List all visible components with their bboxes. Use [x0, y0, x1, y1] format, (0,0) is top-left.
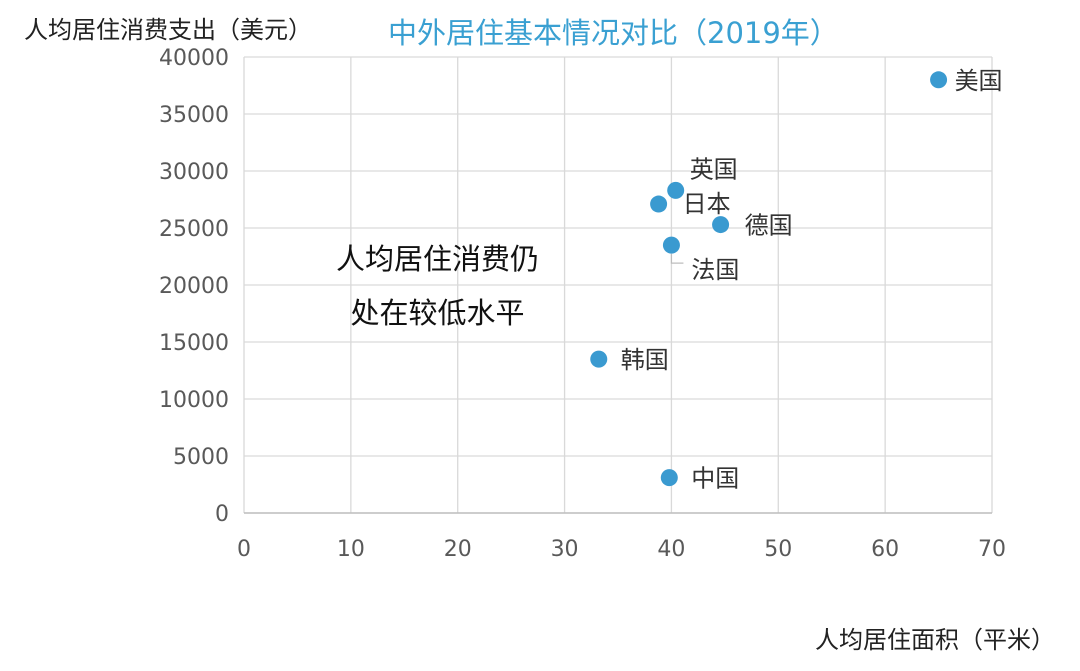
- x-tick-label: 20: [444, 537, 472, 562]
- y-tick-label: 0: [215, 502, 229, 527]
- annotation: 人均居住消费仍 处在较低水平: [300, 232, 575, 340]
- y-tick-label: 15000: [159, 331, 229, 356]
- chart-title: 中外居住基本情况对比（2019年）: [388, 16, 839, 50]
- y-tick-label: 35000: [159, 103, 229, 128]
- data-point: [590, 350, 608, 368]
- data-point: [712, 216, 730, 234]
- x-tick-label: 70: [978, 537, 1006, 562]
- x-tick-label: 0: [237, 537, 251, 562]
- y-tick-label: 5000: [173, 445, 229, 470]
- label-leader-line: [670, 254, 684, 264]
- x-axis-title: 人均居住面积（平米）: [815, 626, 1055, 654]
- point-label: 美国: [955, 67, 1003, 95]
- point-label: 中国: [691, 465, 739, 493]
- x-tick-label: 50: [764, 537, 792, 562]
- point-label: 法国: [691, 256, 739, 284]
- data-point: [930, 71, 948, 89]
- x-tick-label: 10: [337, 537, 365, 562]
- x-tick-label: 40: [657, 537, 685, 562]
- data-point: [660, 469, 678, 487]
- point-label: 英国: [690, 155, 738, 183]
- annotation-line-2: 处在较低水平: [350, 296, 525, 330]
- point-label: 韩国: [621, 346, 669, 374]
- data-point: [662, 236, 680, 254]
- y-tick-label: 40000: [159, 46, 229, 71]
- x-tick-label: 30: [551, 537, 579, 562]
- y-tick-label: 20000: [159, 274, 229, 299]
- y-axis-title: 人均居住消费支出（美元）: [24, 16, 312, 44]
- x-tick-label: 60: [871, 537, 899, 562]
- y-tick-label: 10000: [159, 388, 229, 413]
- point-label: 德国: [745, 212, 793, 240]
- y-tick-label: 30000: [159, 160, 229, 185]
- data-point: [667, 181, 685, 199]
- y-tick-label: 25000: [159, 217, 229, 242]
- point-label: 日本: [683, 190, 731, 218]
- annotation-line-1: 人均居住消费仍: [335, 242, 539, 276]
- data-point: [650, 195, 668, 213]
